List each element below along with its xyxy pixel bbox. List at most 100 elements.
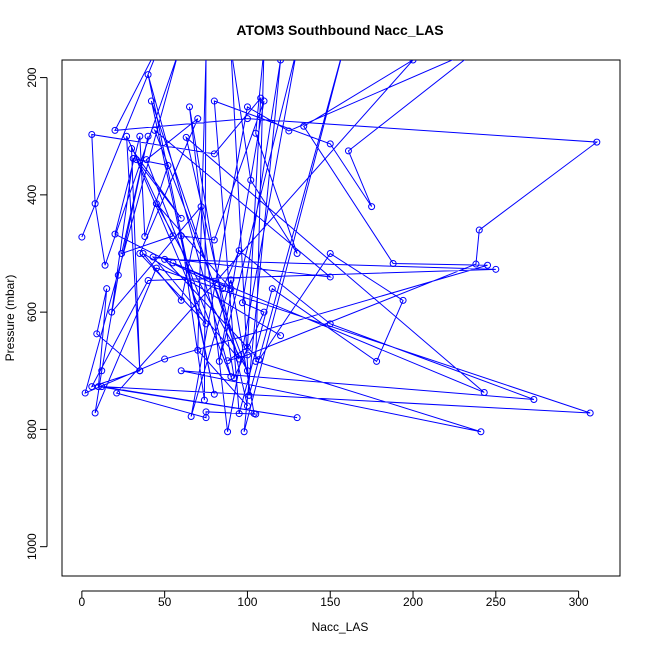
series-line [81,60,599,433]
data-point [169,232,177,240]
data-point [187,413,195,421]
axes: 0 50 100 150 200 250 300 200 400 600 800 1000 [25,67,589,609]
data-point [399,296,407,304]
y-tick-label: 600 [25,302,39,322]
x-tick-label: 0 [79,595,86,609]
y-tick-label: 1000 [25,533,39,560]
y-tick-label: 400 [25,185,39,205]
data-point [300,122,308,130]
x-tick-label: 300 [569,595,589,609]
data-point [161,255,169,263]
data-point [141,233,149,240]
data-point [113,389,121,397]
data-point [147,97,155,105]
data-point [373,357,381,365]
data-point [111,126,119,134]
data-point [186,103,193,111]
data-point [202,408,210,416]
data-point [227,276,235,284]
data-point [227,373,235,381]
data-point [88,383,96,391]
data-point [277,60,285,64]
x-tick-label: 100 [237,595,257,609]
data-point [250,410,258,418]
data-point [136,367,144,375]
data-point [240,428,248,436]
data-point [88,130,96,138]
data-point [91,409,99,417]
data-point [243,351,251,359]
data-point [128,145,136,153]
data-point [586,409,594,417]
data-point [177,214,185,222]
data-point [161,355,169,363]
data-point [129,155,137,163]
data-point [243,367,251,375]
data-point [243,115,251,123]
data-point [202,320,210,328]
data-point [492,265,500,273]
data-point [210,150,218,158]
data-point [235,410,243,418]
data-point [111,230,119,238]
data-point [177,296,185,304]
data-point [252,357,260,365]
data-point [477,428,485,436]
x-tick-label: 250 [486,595,506,609]
data-point [224,357,232,365]
data-point [247,176,255,184]
data-point [81,389,89,397]
data-point [243,343,251,351]
data-point [152,264,160,272]
data-point [194,115,202,123]
x-tick-label: 50 [158,595,172,609]
data-point [215,357,223,365]
data-point [101,261,109,269]
data-point [210,390,218,398]
data-point [235,355,243,363]
x-tick-label: 150 [320,595,340,609]
data-point [285,127,293,135]
data-point [169,259,177,267]
data-point [194,346,202,354]
data-point [484,261,492,269]
data-point [114,271,122,279]
data-point [142,156,150,164]
data-point [93,330,101,338]
data-point [326,273,334,281]
data-point [210,97,218,105]
data-point [245,391,253,399]
data-point [210,236,218,244]
y-tick-label: 200 [25,67,39,87]
y-axis-label: Pressure (mbar) [3,275,17,362]
data-point [238,299,246,307]
data-point [177,367,185,375]
data-point [227,285,235,293]
data-point [91,200,99,208]
data-point [530,396,538,403]
data-point [243,103,251,111]
data-point [326,250,334,257]
data-point [136,250,144,257]
data-point [144,132,152,140]
data-point [133,156,141,164]
data-point [368,203,376,211]
data-point [151,126,159,134]
data-point [197,203,205,211]
data-point [182,133,190,141]
data-point [177,232,185,240]
data-point [152,200,160,208]
data-point [277,332,285,340]
data-point [136,132,144,140]
data-point [200,396,208,404]
data-point [98,383,106,391]
data-point [123,132,131,140]
data-point [260,308,268,316]
data-point [243,402,251,410]
data-point [326,140,334,148]
chart-title: ATOM3 Southbound Nacc_LAS [236,22,443,38]
data-point [98,367,106,375]
data-point [344,147,352,155]
data-point [149,253,157,261]
data-point [144,276,152,284]
